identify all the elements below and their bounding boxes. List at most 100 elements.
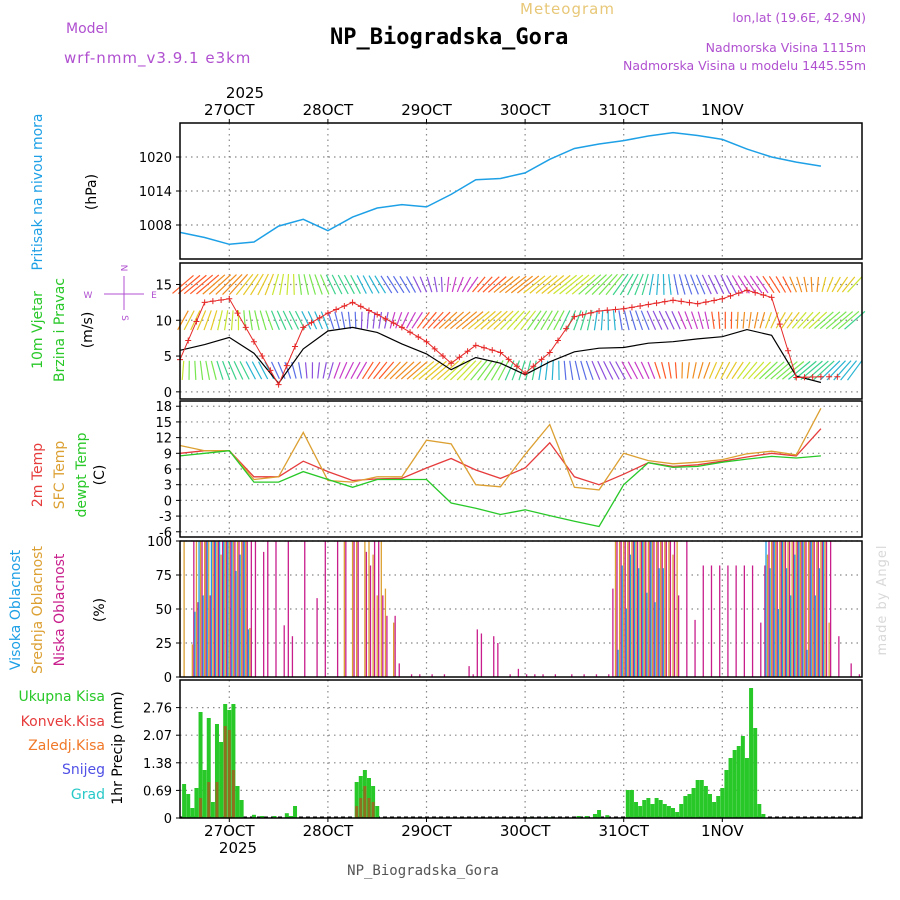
temp2m-label: 2m Temp [30, 443, 46, 507]
wind-barb [360, 311, 363, 329]
precip-total-bar [605, 815, 610, 818]
precip-total-bar [658, 800, 663, 818]
gust-marker [489, 347, 496, 354]
wind-barb [661, 362, 667, 379]
wind-barb [668, 274, 672, 295]
gust-marker [333, 306, 340, 313]
day-label-bottom: 1NOV [701, 822, 744, 840]
gust-marker [464, 348, 471, 355]
precip-total-bar [757, 804, 762, 818]
wind-barb [205, 360, 211, 380]
gust-marker [834, 373, 841, 380]
wind-barb [374, 275, 387, 294]
temp2m-line [179, 428, 822, 486]
gust-marker [415, 333, 422, 340]
wind-barb [292, 274, 295, 295]
wind-barb [559, 310, 571, 331]
wind-barb [307, 311, 318, 330]
wind-barb [510, 275, 533, 294]
wind-barb [692, 362, 697, 379]
wind-barb [455, 311, 478, 330]
wind-direction-legend: N S W E [84, 265, 158, 322]
gust-marker [571, 313, 578, 320]
day-label-top: 30OCT [500, 101, 551, 119]
wind-barb [433, 276, 438, 293]
gust-marker [801, 374, 808, 381]
precip-total-bar [724, 770, 729, 818]
wind-barb [821, 276, 827, 293]
gust-marker [596, 307, 603, 314]
wind-barb [279, 273, 285, 296]
wind-barb [368, 275, 380, 294]
precip-total-bar [354, 782, 359, 818]
wind-barb [658, 310, 669, 330]
wind-dir-s: S [119, 315, 129, 321]
wind-barb [418, 360, 441, 380]
wind-barb [250, 273, 264, 296]
cloud-unit-label: (%) [92, 598, 108, 622]
precip-total-bar [671, 808, 676, 818]
gust-marker [308, 319, 315, 326]
wind-barb [222, 360, 231, 380]
wind-barb [304, 362, 308, 379]
wind-barb [308, 274, 317, 295]
wind-barb [748, 311, 752, 329]
wind-barb [690, 274, 699, 295]
gust-marker [472, 342, 479, 349]
panel-border [179, 540, 863, 678]
wind-barb [194, 360, 197, 380]
model-name: wrf-nmm_v3.9.1 e3km [64, 49, 251, 68]
wind-barb [487, 276, 507, 293]
gust-marker [439, 353, 446, 360]
gust-marker [316, 314, 323, 321]
wind-barb [227, 360, 237, 380]
wind-barb [749, 275, 763, 294]
precip-total-bar [260, 816, 265, 818]
wind-barb [461, 311, 484, 330]
wind-barb [701, 274, 712, 295]
gust-marker [678, 298, 685, 305]
precip-total-bar [761, 814, 766, 818]
precip-conv-bar [231, 770, 235, 818]
gust-marker [670, 297, 677, 304]
wind-barb [383, 311, 389, 329]
gust-marker [604, 307, 611, 314]
wind-barb [546, 310, 559, 331]
precip-total-bar [740, 736, 745, 818]
wind-barb [791, 311, 807, 329]
wind-barb [759, 361, 778, 380]
wind-barb [456, 360, 477, 381]
wind-barb [474, 310, 496, 330]
precip-total-bar [642, 800, 647, 818]
y-tick-label: 3 [164, 479, 172, 494]
precip-total-bar [239, 800, 244, 818]
pressure-title-label: Pritisak na nivou mora [30, 113, 46, 270]
wind-barb [695, 274, 706, 295]
wind-barb [569, 360, 574, 381]
wind-barb [386, 275, 399, 294]
precip-total-bar [679, 804, 684, 818]
chart-type: Meteogram [520, 0, 615, 18]
gust-marker [185, 337, 192, 344]
precip-total-bar [194, 788, 199, 818]
precip-total-bar [219, 742, 224, 818]
precip-conv-bar [215, 782, 219, 818]
precip-total-bar [576, 816, 581, 818]
gust-marker [793, 374, 800, 381]
wind-barb [181, 360, 185, 380]
y-tick-label: 25 [155, 637, 172, 652]
precip-total-bar [288, 816, 293, 818]
wind-barb [529, 275, 552, 294]
precip-total-bar [646, 798, 651, 818]
wind-barb [825, 311, 847, 330]
wind-barb [298, 362, 303, 379]
wind-barb [384, 361, 401, 380]
wind-panel: 0 5 10 15 [155, 262, 866, 401]
wind-barb [235, 273, 254, 296]
precip-total-bar [662, 804, 667, 818]
panel-border [179, 679, 863, 819]
wind-barb [217, 310, 223, 331]
wind-barb [373, 361, 388, 380]
gust-marker [522, 370, 529, 377]
elevation-label: Nadmorska Visina 1115m [706, 40, 866, 55]
